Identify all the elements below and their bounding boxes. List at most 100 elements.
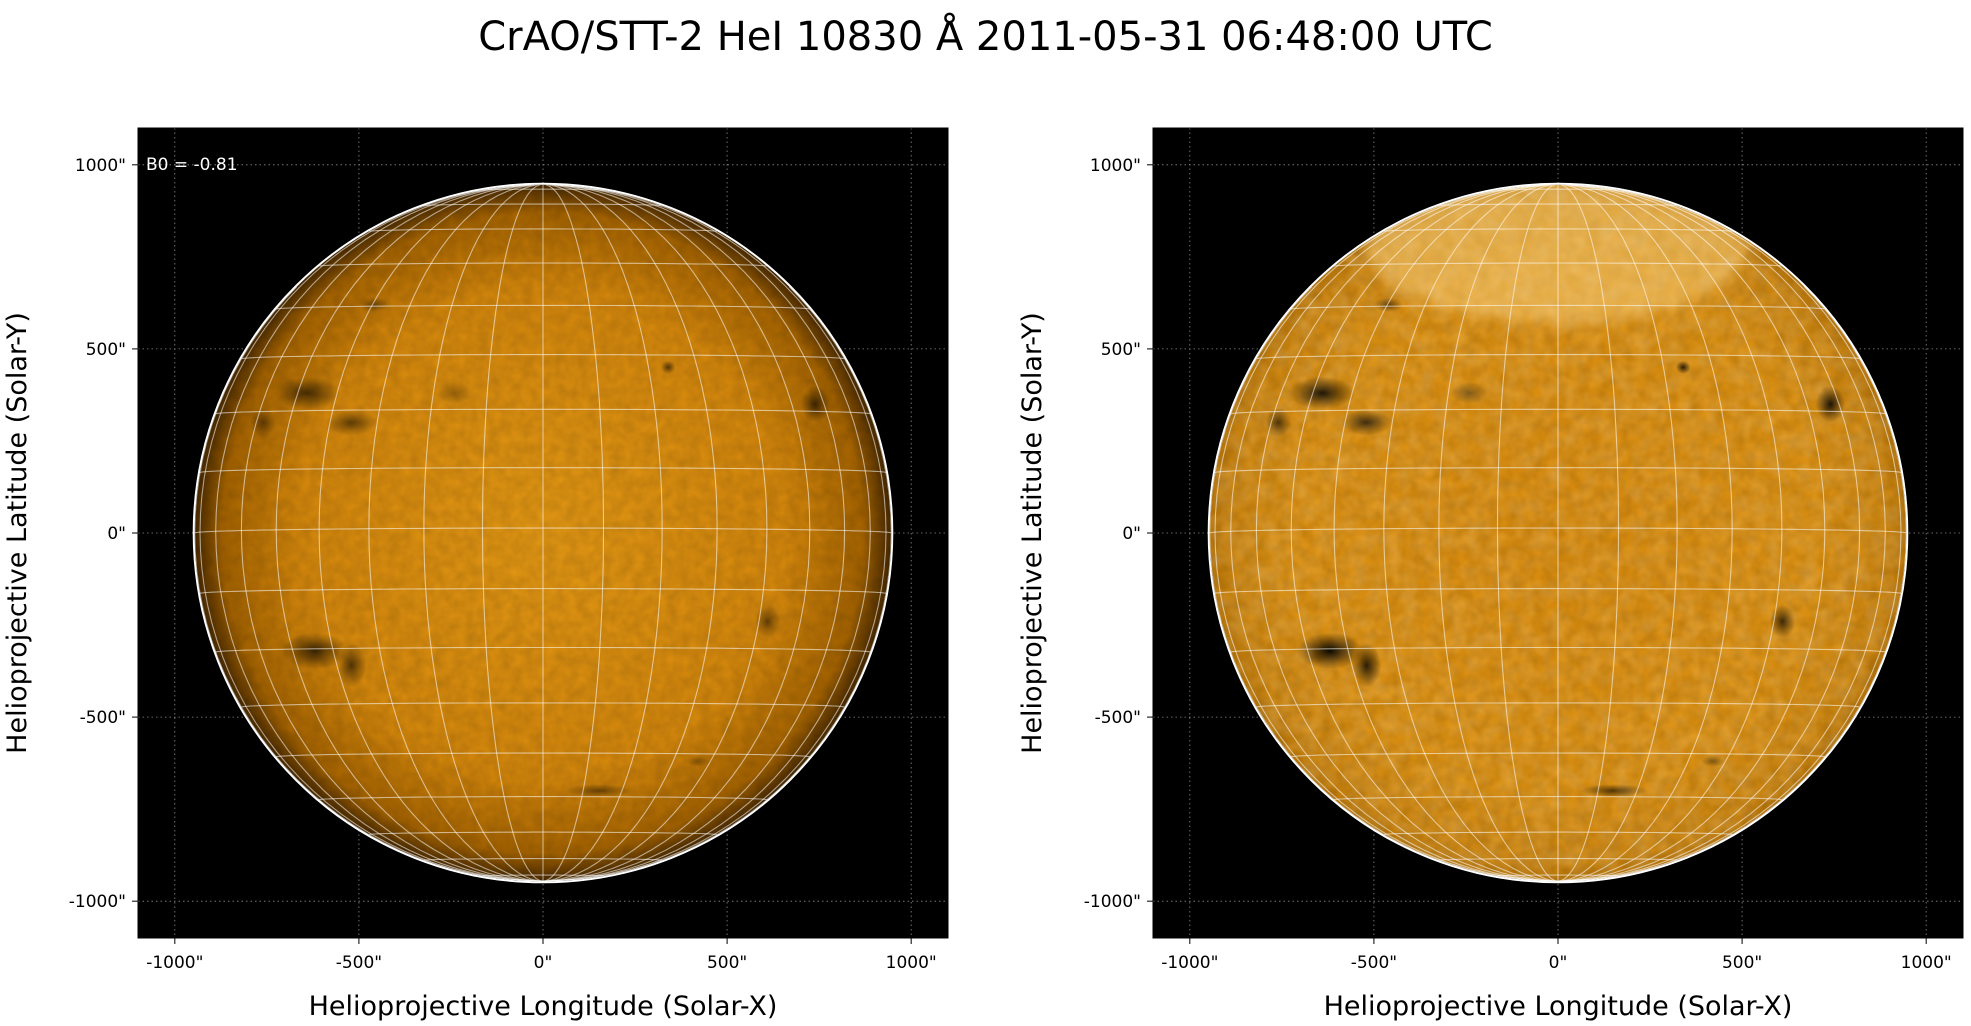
- parallel-line: [482, 188, 604, 191]
- meridian-line: [542, 184, 887, 882]
- parallel-line: [368, 228, 718, 232]
- figure-title: CrAO/STT-2 HeI 10830 Å 2011-05-31 06:48:…: [478, 14, 1493, 60]
- meridian-line: [199, 184, 544, 882]
- meridian-line: [1557, 184, 1826, 882]
- y-tick-label: -1000": [1084, 892, 1141, 912]
- meridian-line: [1438, 184, 1559, 882]
- parallel-line: [1256, 354, 1860, 360]
- meridian-line: [542, 184, 605, 882]
- meridian-line: [1496, 184, 1559, 882]
- meridian-line: [1209, 286, 1559, 882]
- meridian-line: [215, 184, 544, 882]
- parallel-line: [368, 831, 718, 836]
- meridian-line: [1557, 184, 1886, 882]
- parallel-line: [1497, 188, 1619, 191]
- heliographic-grid: [1209, 184, 1907, 882]
- meridian-line: [1333, 184, 1559, 882]
- parallel-line: [241, 354, 845, 360]
- meridian-line: [542, 184, 718, 882]
- parallel-line: [1214, 467, 1902, 474]
- parallel-line: [1209, 527, 1907, 534]
- meridian-line: [542, 184, 768, 882]
- parallel-line: [215, 408, 871, 415]
- heliographic-grid: [194, 184, 892, 882]
- x-tick-label: 500": [1722, 953, 1762, 973]
- y-tick-label: 1000": [75, 156, 126, 176]
- dark-feature: [565, 784, 632, 798]
- parallel-line: [1439, 203, 1677, 207]
- dark-feature: [1340, 409, 1393, 436]
- x-tick-label: -1000": [146, 953, 203, 973]
- dark-feature: [1351, 643, 1382, 688]
- parallel-line: [275, 304, 811, 310]
- dark-feature: [325, 409, 378, 436]
- meridian-line: [542, 286, 892, 882]
- panel-left: -1000" -1000" -500" -500" 0" 0" 500" 500" 1000" 1…: [2, 127, 949, 1022]
- parallel-line: [1383, 831, 1733, 836]
- parallel-line: [199, 588, 887, 594]
- x-tick-label: -500": [1351, 953, 1397, 973]
- meridian-line: [1557, 286, 1907, 882]
- meridian-line: [1557, 184, 1678, 882]
- x-tick-label: 1000": [1901, 953, 1952, 973]
- dark-feature: [1451, 382, 1489, 405]
- x-tick-label: -1000": [1161, 953, 1218, 973]
- parallel-line: [215, 646, 871, 653]
- meridian-line: [1557, 184, 1733, 882]
- panel-right: -1000" -1000" -500" -500" 0" 0" 500" 500" 1000" 1…: [1017, 127, 1964, 1022]
- parallel-line: [423, 858, 663, 861]
- dark-feature: [1265, 407, 1292, 438]
- x-tick-label: 0": [1549, 953, 1568, 973]
- dark-feature: [336, 643, 367, 688]
- meridian-line: [275, 184, 544, 882]
- parallel-line: [1290, 752, 1826, 758]
- meridian-line: [1383, 184, 1559, 882]
- solar-limb: [192, 182, 894, 884]
- dark-feature: [274, 376, 341, 410]
- parallel-line: [1290, 304, 1826, 310]
- y-tick-label: -500": [80, 708, 126, 728]
- meridian-line: [1230, 184, 1559, 882]
- x-axis-label: Helioprojective Longitude (Solar-X): [1324, 991, 1793, 1022]
- parallel-line: [1214, 588, 1902, 594]
- meridian-line: [194, 286, 544, 882]
- parallel-line: [1334, 262, 1782, 267]
- dark-feature: [754, 604, 781, 638]
- y-axis-label: Helioprojective Latitude (Solar-Y): [1017, 312, 1048, 754]
- parallel-line: [1383, 228, 1733, 232]
- parallel-line: [241, 702, 845, 708]
- y-tick-label: -500": [1095, 708, 1141, 728]
- parallel-line: [194, 527, 892, 534]
- parallel-line: [1256, 702, 1860, 708]
- meridian-line: [542, 184, 811, 882]
- meridian-line: [318, 184, 544, 882]
- x-tick-label: 500": [707, 953, 747, 973]
- parallel-line: [318, 796, 768, 801]
- x-tick-label: 1000": [886, 953, 937, 973]
- meridian-line: [1290, 184, 1559, 882]
- parallel-line: [275, 752, 811, 758]
- b0-annotation: B0 = -0.81: [146, 155, 238, 175]
- parallel-line: [319, 262, 767, 267]
- y-tick-label: 500": [86, 340, 126, 360]
- meridian-line: [368, 184, 544, 882]
- x-axis-label: Helioprojective Longitude (Solar-X): [309, 991, 778, 1022]
- y-tick-label: 500": [1101, 340, 1141, 360]
- meridian-line: [1255, 184, 1559, 882]
- y-tick-label: -1000": [69, 892, 126, 912]
- meridian-line: [542, 184, 846, 882]
- dark-feature: [358, 297, 389, 313]
- dark-feature: [1373, 297, 1404, 313]
- meridian-line: [542, 184, 663, 882]
- meridian-line: [1214, 184, 1559, 882]
- meridian-line: [481, 184, 544, 882]
- solar-limb: [1207, 182, 1909, 884]
- y-tick-label: 1000": [1090, 156, 1141, 176]
- dark-features: [1265, 297, 1846, 798]
- dark-feature: [1580, 784, 1647, 798]
- parallel-line: [1230, 408, 1886, 415]
- parallel-line: [199, 467, 887, 474]
- meridian-line: [1557, 184, 1620, 882]
- parallel-line: [1230, 646, 1886, 653]
